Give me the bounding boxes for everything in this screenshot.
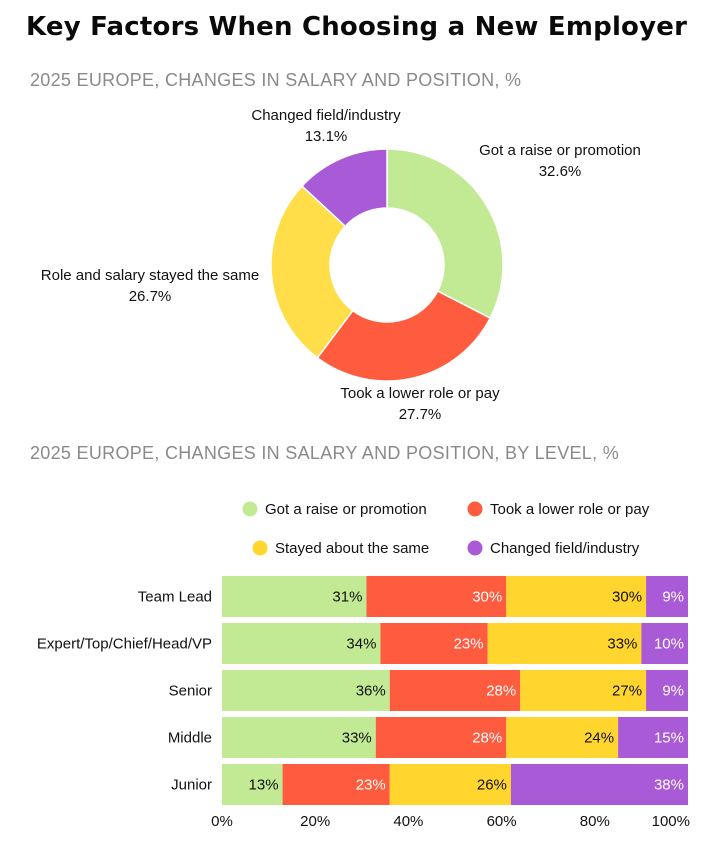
bar-segment-label: 28% <box>472 730 502 747</box>
bar-category-label: Middle <box>168 730 212 747</box>
legend-swatch <box>467 501 483 517</box>
donut-chart-title: 2025 EUROPE, CHANGES IN SALARY AND POSIT… <box>30 70 522 90</box>
x-tick-label: 40% <box>393 813 423 830</box>
bar-segment <box>506 717 619 758</box>
bar-segment <box>375 717 507 758</box>
bar-segment <box>222 623 381 664</box>
bar-segment-label: 30% <box>612 589 642 606</box>
legend-label: Took a lower role or pay <box>490 501 650 518</box>
bar-segment-label: 36% <box>356 683 386 700</box>
bar-category-label: Senior <box>169 683 212 700</box>
bar-segment-label: 23% <box>356 777 386 794</box>
bar-segment-label: 33% <box>607 636 637 653</box>
page-title: Key Factors When Choosing a New Employer <box>26 12 688 42</box>
bar-segment-label: 15% <box>654 730 684 747</box>
bar-segment <box>389 764 511 805</box>
bar-segment <box>380 623 488 664</box>
x-tick-label: 0% <box>211 813 233 830</box>
x-tick-label: 20% <box>300 813 330 830</box>
donut-slice <box>316 290 492 382</box>
bar-segment-label: 27% <box>612 683 642 700</box>
bar-segment <box>510 764 688 805</box>
bar-category-label: Team Lead <box>138 589 212 606</box>
bar-legend: Got a raise or promotion Took a lower rol… <box>242 501 650 557</box>
bar-segment-label: 26% <box>477 777 507 794</box>
bar-segment-label: 34% <box>346 636 376 653</box>
bar-segment <box>487 623 642 664</box>
bar-segment-label: 23% <box>454 636 484 653</box>
bar-segment-label: 9% <box>662 589 684 606</box>
legend-label: Stayed about the same <box>275 540 429 557</box>
bar-category-label: Expert/Top/Chief/Head/VP <box>37 636 212 653</box>
donut-slice-label: Took a lower role or pay <box>340 385 500 402</box>
bar-segment-label: 13% <box>249 777 279 794</box>
bar-segment <box>646 576 688 617</box>
bar-segment <box>222 670 390 711</box>
donut-slice <box>300 148 388 228</box>
x-tick-label: 60% <box>487 813 517 830</box>
x-tick-label: 100% <box>652 813 690 830</box>
donut-slice-label: Role and salary stayed the same <box>41 267 259 284</box>
x-tick-label: 80% <box>580 813 610 830</box>
bar-segment <box>520 670 647 711</box>
donut-slice-label: Got a raise or promotion <box>479 142 641 159</box>
bar-segment <box>282 764 390 805</box>
donut-slice-label: Changed field/industry <box>251 107 401 124</box>
bar-chart-title: 2025 EUROPE, CHANGES IN SALARY AND POSIT… <box>30 443 620 463</box>
bar-segment-label: 24% <box>584 730 614 747</box>
donut-slice-value: 32.6% <box>539 163 582 180</box>
legend-swatch <box>242 501 258 517</box>
legend-label: Got a raise or promotion <box>265 501 427 518</box>
legend-label: Changed field/industry <box>490 540 640 557</box>
bar-chart: Got a raise or promotion Took a lower rol… <box>37 501 690 830</box>
bar-segment-label: 28% <box>486 683 516 700</box>
bar-segment <box>506 576 647 617</box>
bar-segment <box>222 764 283 805</box>
donut-slice <box>386 148 504 320</box>
bar-segment-label: 9% <box>662 683 684 700</box>
bar-segment-label: 33% <box>342 730 372 747</box>
bar-segment <box>389 670 521 711</box>
bar-segment-label: 30% <box>472 589 502 606</box>
legend-swatch <box>467 540 483 556</box>
bar-segment-label: 10% <box>654 636 684 653</box>
bar-category-label: Junior <box>171 777 212 794</box>
bar-segment <box>646 670 688 711</box>
bar-segment-label: 31% <box>332 589 362 606</box>
donut-slice <box>270 184 354 359</box>
legend-swatch <box>252 540 268 556</box>
bar-segment <box>641 623 688 664</box>
donut-chart: Got a raise or promotion 32.6% Took a lowe… <box>41 107 641 423</box>
donut-slice-value: 27.7% <box>399 406 442 423</box>
bar-segment-label: 38% <box>654 777 684 794</box>
donut-slice-value: 13.1% <box>305 128 348 145</box>
bar-segment <box>618 717 688 758</box>
bar-segment <box>366 576 507 617</box>
bar-segment <box>222 717 376 758</box>
donut-slice-value: 26.7% <box>129 288 172 305</box>
bar-segment <box>222 576 367 617</box>
